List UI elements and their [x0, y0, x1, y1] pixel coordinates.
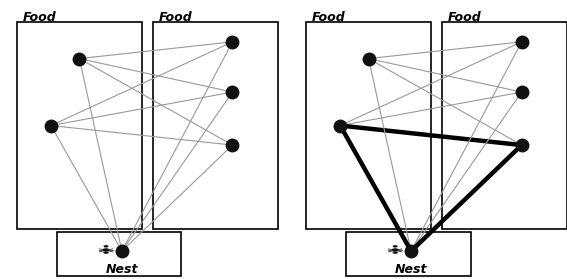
- Bar: [57, 232, 181, 276]
- Bar: [346, 232, 471, 276]
- Bar: [17, 22, 142, 229]
- Text: Food: Food: [159, 11, 193, 24]
- Point: [228, 90, 237, 94]
- Bar: [306, 22, 431, 229]
- Ellipse shape: [104, 246, 108, 247]
- Ellipse shape: [104, 252, 108, 253]
- Point: [117, 249, 126, 253]
- Point: [517, 143, 526, 147]
- Point: [407, 249, 416, 253]
- Text: Food: Food: [23, 11, 57, 24]
- Point: [336, 123, 345, 128]
- Point: [228, 143, 237, 147]
- Point: [517, 40, 526, 44]
- Text: Food: Food: [448, 11, 482, 24]
- Ellipse shape: [393, 246, 397, 247]
- Ellipse shape: [392, 249, 397, 251]
- Text: Nest: Nest: [395, 263, 428, 276]
- Bar: [442, 22, 567, 229]
- Ellipse shape: [393, 252, 397, 253]
- Text: Nest: Nest: [105, 263, 138, 276]
- Point: [517, 90, 526, 94]
- Text: Food: Food: [312, 11, 346, 24]
- Bar: [153, 22, 278, 229]
- Point: [228, 40, 237, 44]
- Ellipse shape: [103, 249, 109, 251]
- Point: [46, 123, 56, 128]
- Point: [75, 56, 84, 61]
- Point: [364, 56, 373, 61]
